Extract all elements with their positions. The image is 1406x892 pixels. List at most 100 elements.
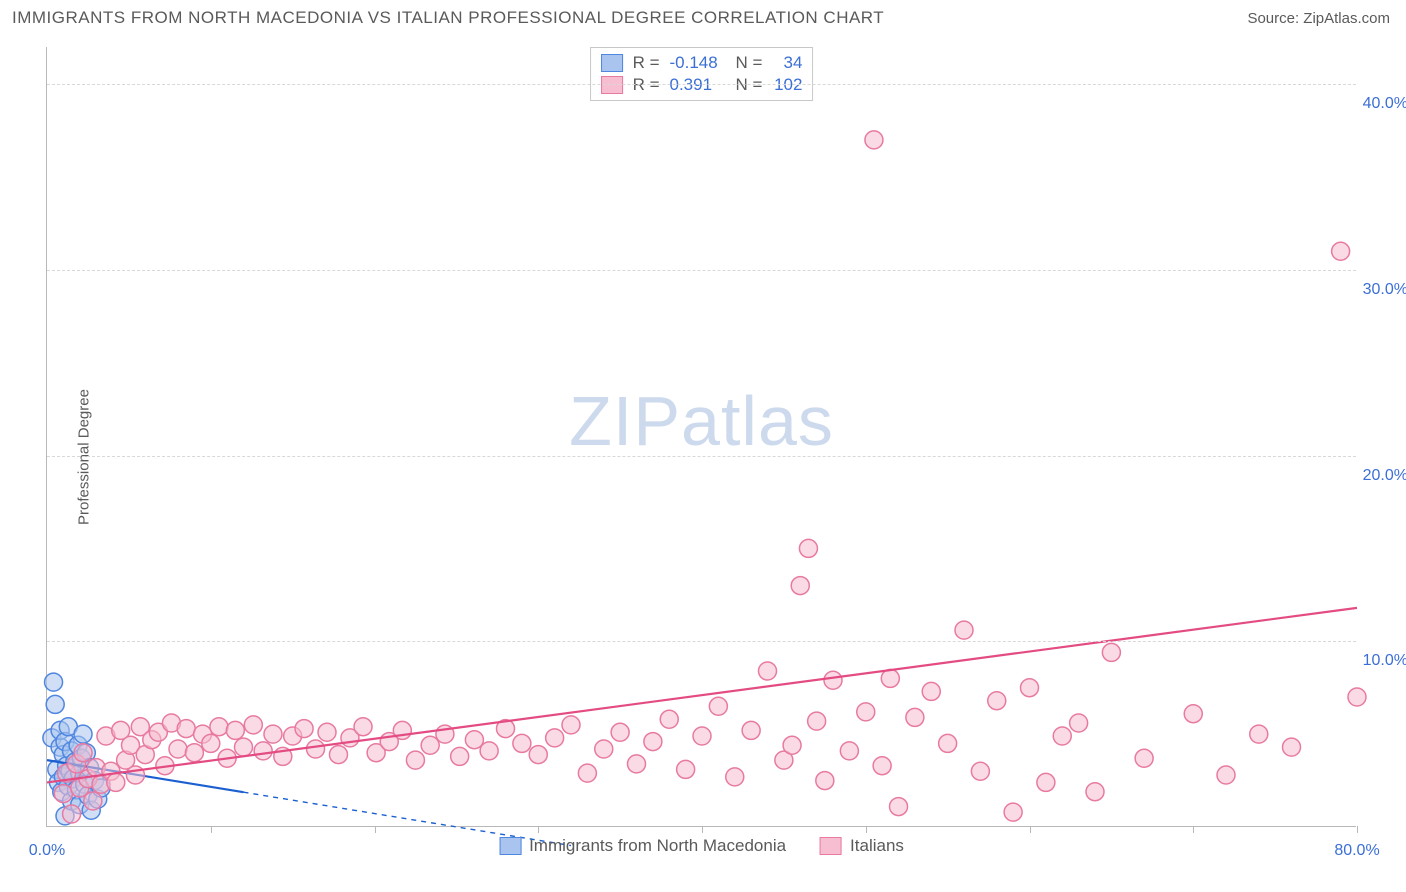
scatter-point-italians (890, 798, 908, 816)
scatter-point-macedonia (46, 695, 64, 713)
scatter-point-italians (546, 729, 564, 747)
scatter-point-italians (354, 718, 372, 736)
scatter-point-italians (971, 762, 989, 780)
scatter-point-italians (169, 740, 187, 758)
y-tick-label: 40.0% (1363, 95, 1406, 113)
scatter-point-italians (264, 725, 282, 743)
x-tick-label: 80.0% (1334, 842, 1379, 860)
scatter-point-italians (480, 742, 498, 760)
source-label: Source: ZipAtlas.com (1247, 10, 1390, 27)
x-tick-mark (211, 826, 212, 833)
scatter-point-italians (318, 723, 336, 741)
scatter-point-italians (726, 768, 744, 786)
scatter-point-italians (922, 682, 940, 700)
scatter-point-italians (1053, 727, 1071, 745)
chart-header: IMMIGRANTS FROM NORTH MACEDONIA VS ITALI… (0, 0, 1406, 32)
scatter-point-italians (857, 703, 875, 721)
scatter-point-italians (1037, 773, 1055, 791)
scatter-point-italians (529, 746, 547, 764)
scatter-svg (47, 47, 1356, 826)
swatch-italians (820, 837, 842, 855)
scatter-point-italians (74, 744, 92, 762)
scatter-point-italians (783, 736, 801, 754)
scatter-point-italians (1184, 705, 1202, 723)
legend-item-italians: Italians (820, 836, 904, 856)
scatter-point-italians (791, 577, 809, 595)
scatter-point-italians (513, 734, 531, 752)
scatter-point-italians (185, 744, 203, 762)
scatter-point-italians (1070, 714, 1088, 732)
scatter-point-italians (799, 539, 817, 557)
scatter-point-italians (955, 621, 973, 639)
scatter-point-italians (840, 742, 858, 760)
scatter-point-italians (660, 710, 678, 728)
scatter-point-italians (226, 721, 244, 739)
legend-label-macedonia: Immigrants from North Macedonia (529, 836, 786, 856)
y-tick-label: 30.0% (1363, 281, 1406, 299)
scatter-point-italians (808, 712, 826, 730)
scatter-point-italians (1332, 242, 1350, 260)
scatter-point-italians (84, 792, 102, 810)
swatch-macedonia (499, 837, 521, 855)
scatter-point-italians (235, 738, 253, 756)
scatter-point-macedonia (45, 673, 63, 691)
chart-area: Professional Degree ZIPatlas R =-0.148N … (0, 32, 1406, 882)
x-tick-mark (866, 826, 867, 833)
scatter-point-italians (906, 708, 924, 726)
scatter-point-italians (254, 742, 272, 760)
scatter-point-italians (677, 760, 695, 778)
scatter-point-italians (451, 747, 469, 765)
scatter-point-italians (295, 720, 313, 738)
scatter-point-italians (210, 718, 228, 736)
scatter-point-italians (406, 751, 424, 769)
scatter-point-italians (54, 785, 72, 803)
scatter-point-italians (988, 692, 1006, 710)
scatter-point-italians (202, 734, 220, 752)
scatter-point-italians (709, 697, 727, 715)
scatter-point-italians (611, 723, 629, 741)
chart-title: IMMIGRANTS FROM NORTH MACEDONIA VS ITALI… (12, 8, 884, 28)
legend-label-italians: Italians (850, 836, 904, 856)
scatter-point-italians (1135, 749, 1153, 767)
scatter-point-italians (562, 716, 580, 734)
scatter-point-italians (63, 805, 81, 823)
scatter-point-italians (307, 740, 325, 758)
plot-region: ZIPatlas R =-0.148N =34R =0.391N =102 Im… (46, 47, 1356, 827)
scatter-point-italians (873, 757, 891, 775)
scatter-point-italians (865, 131, 883, 149)
legend-item-macedonia: Immigrants from North Macedonia (499, 836, 786, 856)
gridline (47, 456, 1356, 457)
scatter-point-italians (1250, 725, 1268, 743)
x-tick-mark (1030, 826, 1031, 833)
scatter-point-italians (939, 734, 957, 752)
scatter-point-italians (628, 755, 646, 773)
scatter-point-italians (1102, 643, 1120, 661)
scatter-point-italians (107, 773, 125, 791)
x-tick-mark (1193, 826, 1194, 833)
scatter-point-italians (824, 671, 842, 689)
y-tick-label: 20.0% (1363, 467, 1406, 485)
x-tick-label: 0.0% (29, 842, 65, 860)
scatter-point-italians (1021, 679, 1039, 697)
scatter-point-italians (1348, 688, 1366, 706)
scatter-point-italians (578, 764, 596, 782)
x-tick-mark (1357, 826, 1358, 833)
trend-line-italians (47, 608, 1357, 783)
scatter-point-italians (1086, 783, 1104, 801)
y-tick-label: 10.0% (1363, 652, 1406, 670)
scatter-point-macedonia (74, 725, 92, 743)
scatter-point-italians (881, 669, 899, 687)
x-tick-mark (702, 826, 703, 833)
scatter-point-italians (177, 720, 195, 738)
scatter-point-italians (329, 746, 347, 764)
scatter-point-italians (1283, 738, 1301, 756)
x-tick-mark (538, 826, 539, 833)
gridline (47, 270, 1356, 271)
scatter-point-italians (1004, 803, 1022, 821)
scatter-point-italians (759, 662, 777, 680)
scatter-point-italians (244, 716, 262, 734)
scatter-point-italians (644, 733, 662, 751)
series-legend: Immigrants from North Macedonia Italians (499, 836, 904, 856)
scatter-point-italians (742, 721, 760, 739)
gridline (47, 641, 1356, 642)
